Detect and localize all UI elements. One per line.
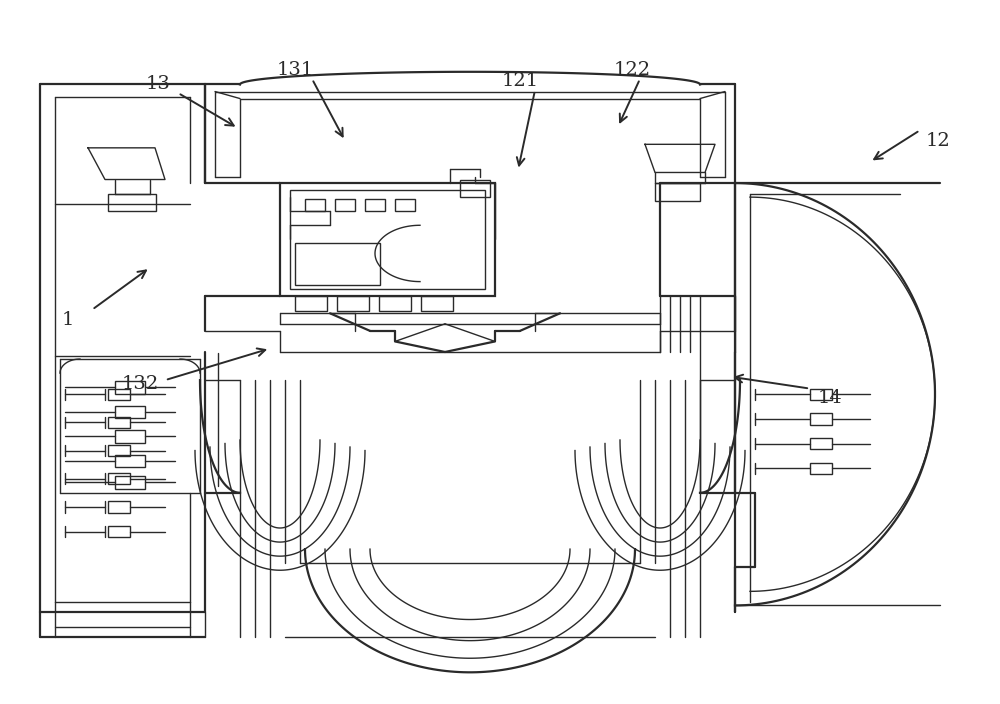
Bar xyxy=(115,381,145,394)
Bar xyxy=(337,296,369,311)
Text: 1: 1 xyxy=(62,311,74,329)
Bar xyxy=(810,438,832,449)
Text: 122: 122 xyxy=(613,61,651,80)
Bar xyxy=(280,183,495,296)
Bar xyxy=(460,180,490,197)
Bar xyxy=(421,296,453,311)
Bar xyxy=(115,406,145,418)
Text: 132: 132 xyxy=(121,375,159,393)
Bar xyxy=(395,199,415,211)
Text: 14: 14 xyxy=(818,389,842,407)
Bar xyxy=(115,430,145,443)
Bar xyxy=(108,501,130,513)
Text: 13: 13 xyxy=(146,75,170,94)
Bar xyxy=(108,473,130,484)
Bar xyxy=(655,183,700,201)
Bar xyxy=(108,389,130,400)
Bar xyxy=(295,296,327,311)
Bar xyxy=(379,296,411,311)
Bar xyxy=(108,445,130,456)
Bar xyxy=(295,243,380,285)
Bar xyxy=(365,199,385,211)
Text: 12: 12 xyxy=(926,132,950,150)
Bar xyxy=(810,463,832,474)
Bar xyxy=(305,199,325,211)
Bar xyxy=(290,190,485,289)
Bar xyxy=(810,389,832,400)
Bar xyxy=(810,413,832,425)
Bar xyxy=(108,194,156,211)
Text: 131: 131 xyxy=(276,61,314,80)
Text: 121: 121 xyxy=(501,72,539,90)
Bar xyxy=(115,476,145,489)
Bar xyxy=(108,417,130,428)
Bar xyxy=(115,455,145,467)
Bar xyxy=(108,526,130,537)
Bar xyxy=(335,199,355,211)
